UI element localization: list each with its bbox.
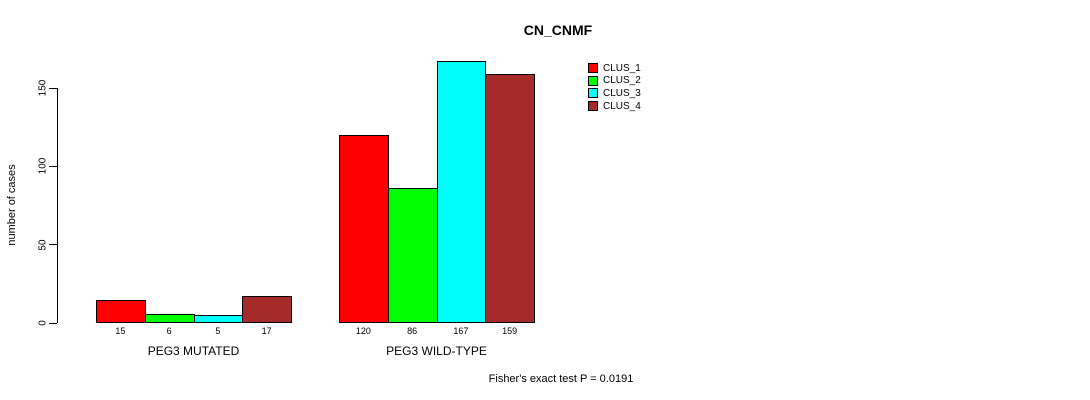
legend-label: CLUS_1 bbox=[603, 62, 641, 74]
bar-value-label: 17 bbox=[261, 326, 272, 336]
legend-row: CLUS_4 bbox=[588, 100, 641, 113]
group-label-mutated: PEG3 MUTATED bbox=[147, 344, 240, 358]
fisher-test-annotation: Fisher's exact test P = 0.0191 bbox=[488, 373, 634, 385]
y-tick-mark bbox=[49, 87, 57, 89]
bar-clus_4-wild-type bbox=[485, 73, 535, 323]
bar-clus_2-mutated bbox=[144, 313, 195, 323]
chart-title: CN_CNMF bbox=[523, 22, 593, 38]
bar-value-label: 15 bbox=[115, 326, 126, 336]
legend-row: CLUS_2 bbox=[588, 75, 641, 88]
legend-label: CLUS_4 bbox=[603, 100, 641, 112]
bar-value-label: 6 bbox=[166, 326, 172, 336]
legend-swatch-clus_1 bbox=[588, 63, 598, 74]
bar-clus_2-wild-type bbox=[387, 188, 438, 323]
bar-value-label: 120 bbox=[355, 326, 371, 336]
group-label-wild-type: PEG3 WILD-TYPE bbox=[386, 344, 487, 358]
legend-swatch-clus_3 bbox=[588, 88, 598, 99]
y-tick-label: 50 bbox=[37, 239, 49, 251]
legend-label: CLUS_2 bbox=[603, 75, 641, 87]
bar-value-label: 167 bbox=[453, 326, 469, 336]
y-tick-mark bbox=[49, 165, 57, 167]
legend: CLUS_1 CLUS_2 CLUS_3 CLUS_4 bbox=[588, 62, 641, 112]
bar-clus_1-wild-type bbox=[339, 135, 389, 323]
bar-clus_3-mutated bbox=[193, 315, 244, 323]
legend-label: CLUS_3 bbox=[603, 87, 641, 99]
y-axis-label: number of cases bbox=[6, 164, 18, 246]
y-tick-mark bbox=[49, 322, 57, 324]
legend-swatch-clus_4 bbox=[588, 101, 598, 112]
bar-value-label: 5 bbox=[215, 326, 221, 336]
y-tick-label: 100 bbox=[37, 157, 49, 175]
legend-row: CLUS_3 bbox=[588, 87, 641, 100]
bar-clus_4-mutated bbox=[242, 296, 292, 323]
y-tick-label: 0 bbox=[37, 320, 49, 326]
y-tick-mark bbox=[49, 244, 57, 246]
y-tick-label: 150 bbox=[37, 79, 49, 97]
bar-value-label: 159 bbox=[502, 326, 518, 336]
y-axis-line bbox=[57, 88, 58, 323]
bar-value-label: 86 bbox=[407, 326, 418, 336]
bar-clus_1-mutated bbox=[96, 299, 146, 323]
legend-row: CLUS_1 bbox=[588, 62, 641, 75]
legend-swatch-clus_2 bbox=[588, 75, 598, 86]
bar-clus_3-wild-type bbox=[436, 61, 487, 323]
